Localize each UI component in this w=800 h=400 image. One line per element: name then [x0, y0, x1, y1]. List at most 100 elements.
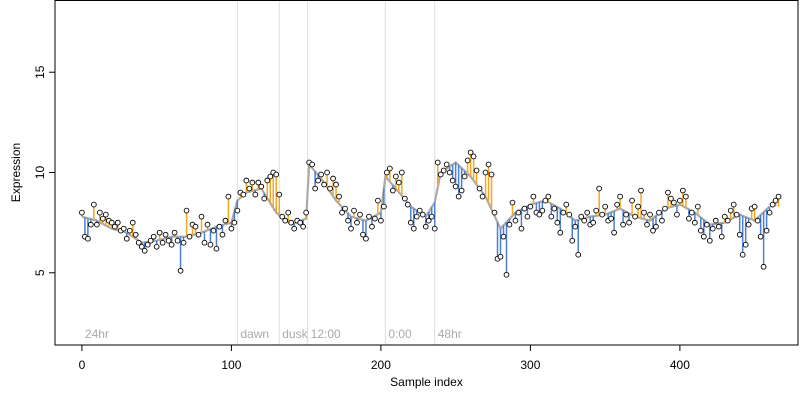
data-point: [760, 263, 767, 270]
data-point: [102, 211, 109, 218]
data-point: [94, 221, 100, 228]
data-point: [177, 267, 184, 274]
phase-label: 48hr: [438, 327, 462, 341]
data-point: [108, 219, 115, 226]
data-point: [410, 225, 417, 232]
data-point: [635, 203, 641, 210]
x-tick-label: 0: [79, 358, 86, 372]
data-point: [697, 227, 704, 234]
data-point: [183, 207, 190, 214]
data-point: [739, 251, 746, 258]
data-point: [712, 217, 719, 224]
data-point: [656, 209, 662, 216]
data-point: [659, 217, 665, 224]
data-point: [363, 235, 369, 242]
data-point: [348, 225, 354, 232]
observed-points: [79, 149, 782, 278]
data-point: [715, 223, 722, 230]
data-point: [721, 213, 728, 220]
data-point: [545, 193, 552, 200]
data-point: [500, 233, 507, 240]
data-point: [674, 211, 680, 218]
data-point: [249, 179, 256, 186]
data-point: [754, 217, 761, 224]
data-point: [724, 217, 731, 224]
data-point: [629, 197, 635, 204]
data-point: [312, 185, 318, 192]
data-point: [114, 219, 121, 226]
data-point: [267, 173, 274, 180]
data-point: [742, 241, 749, 248]
data-point: [99, 215, 106, 222]
data-point: [351, 207, 357, 214]
phase-label: 12:00: [311, 327, 341, 341]
data-point: [381, 203, 387, 210]
data-point: [503, 271, 510, 278]
data-point: [506, 221, 513, 228]
data-point: [680, 187, 686, 194]
data-point: [623, 211, 629, 218]
data-point: [192, 223, 199, 230]
data-point: [482, 169, 489, 176]
data-point: [677, 197, 683, 204]
data-point: [686, 215, 692, 222]
data-point: [584, 209, 591, 216]
data-point: [554, 219, 561, 226]
data-point: [455, 193, 462, 200]
data-point: [539, 207, 546, 214]
data-point: [521, 205, 528, 212]
data-point: [141, 247, 148, 254]
data-point: [219, 231, 226, 238]
phase-label: 24hr: [85, 327, 109, 341]
data-point: [422, 223, 429, 230]
data-point: [751, 203, 758, 210]
data-point: [428, 213, 435, 220]
data-point: [150, 233, 157, 240]
data-point: [156, 229, 163, 236]
y-tick-label: 10: [33, 166, 47, 180]
data-point: [342, 205, 348, 212]
data-point: [706, 237, 713, 244]
data-point: [581, 217, 588, 224]
data-point: [611, 229, 617, 236]
data-point: [360, 231, 366, 238]
data-point: [416, 207, 423, 214]
y-axis-label: Expression: [9, 143, 23, 202]
data-point: [378, 217, 384, 224]
data-point: [446, 169, 453, 176]
data-point: [730, 201, 737, 208]
data-point: [440, 167, 447, 174]
data-point: [512, 217, 519, 224]
data-point: [572, 223, 579, 230]
plot-frame: [54, 0, 799, 346]
data-point: [745, 221, 752, 228]
data-point: [285, 209, 292, 216]
data-point: [252, 191, 259, 198]
x-axis-label: Sample index: [390, 375, 463, 389]
data-point: [366, 213, 372, 220]
data-point: [515, 209, 522, 216]
data-point: [231, 219, 238, 226]
data-point: [276, 191, 283, 198]
data-point: [234, 207, 241, 214]
data-point: [524, 213, 531, 220]
data-point: [144, 241, 151, 248]
data-point: [138, 243, 145, 250]
data-point: [288, 219, 295, 226]
data-point: [246, 185, 253, 192]
data-point: [691, 219, 698, 226]
data-point: [641, 209, 647, 216]
data-point: [464, 157, 471, 164]
data-point: [333, 181, 339, 188]
data-point: [563, 201, 570, 208]
data-point: [291, 225, 298, 232]
data-point: [419, 211, 426, 218]
data-point: [204, 221, 211, 228]
fitted-line: [81, 161, 771, 244]
data-point: [602, 203, 608, 210]
data-point: [617, 193, 623, 200]
data-point: [282, 217, 289, 224]
data-point: [384, 169, 390, 176]
data-point: [626, 219, 632, 226]
